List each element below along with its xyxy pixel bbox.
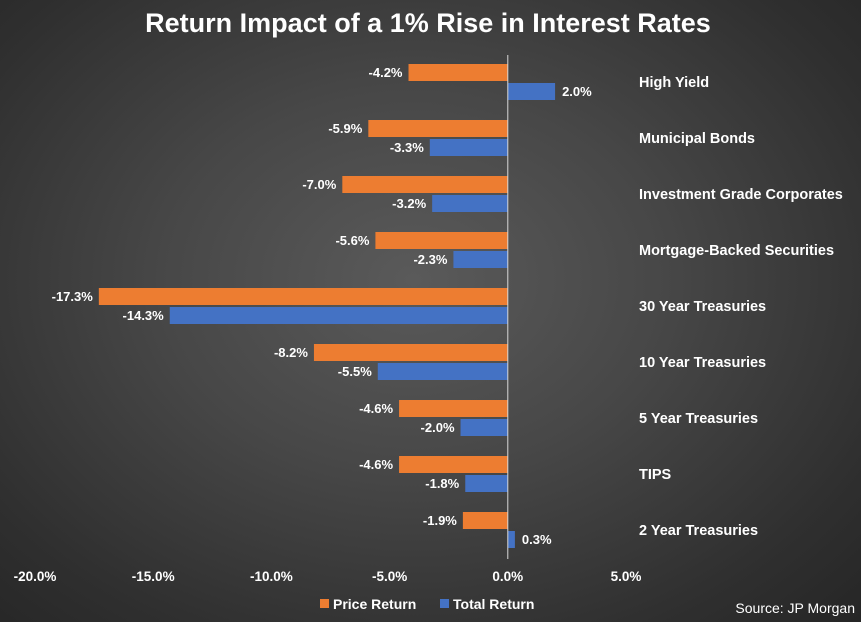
legend-swatch-price-return	[320, 599, 329, 608]
chart-title: Return Impact of a 1% Rise in Interest R…	[145, 8, 711, 38]
data-label-price-return-high-yield: -4.2%	[369, 65, 403, 80]
bars-layer	[98, 64, 556, 548]
category-label-5-year-treasuries: 5 Year Treasuries	[639, 411, 758, 427]
data-label-total-return-10-year-treasuries: -5.5%	[338, 364, 372, 379]
category-label-10-year-treasuries: 10 Year Treasuries	[639, 355, 766, 371]
data-label-price-return-mortgage-backed-securities: -5.6%	[335, 233, 369, 248]
bar-price-return-investment-grade-corporates	[342, 176, 508, 193]
data-label-price-return-30-year-treasuries: -17.3%	[52, 289, 94, 304]
category-label-tips: TIPS	[639, 467, 672, 483]
bar-price-return-10-year-treasuries	[313, 344, 508, 361]
bar-total-return-5-year-treasuries	[460, 419, 508, 436]
bar-price-return-2-year-treasuries	[462, 512, 508, 529]
data-label-total-return-mortgage-backed-securities: -2.3%	[413, 252, 447, 267]
data-label-price-return-5-year-treasuries: -4.6%	[359, 401, 393, 416]
bar-total-return-high-yield	[507, 83, 556, 100]
bar-price-return-tips	[399, 456, 508, 473]
bar-total-return-municipal-bonds	[429, 139, 508, 156]
data-label-total-return-30-year-treasuries: -14.3%	[123, 308, 165, 323]
legend-swatch-total-return	[440, 599, 449, 608]
data-label-total-return-5-year-treasuries: -2.0%	[421, 420, 455, 435]
category-labels-layer: High Yield Municipal Bonds Investment Grad…	[639, 75, 843, 539]
category-label-30-year-treasuries: 30 Year Treasuries	[639, 299, 766, 315]
bar-total-return-investment-grade-corporates	[432, 195, 508, 212]
bar-total-return-tips	[465, 475, 508, 492]
category-label-2-year-treasuries: 2 Year Treasuries	[639, 523, 758, 539]
bar-total-return-30-year-treasuries	[169, 307, 508, 324]
legend-label-price-return: Price Return	[333, 596, 416, 612]
data-label-total-return-2-year-treasuries: 0.3%	[522, 532, 552, 547]
data-label-total-return-high-yield: 2.0%	[562, 84, 592, 99]
x-tick-label-3: -5.0%	[372, 569, 407, 584]
bar-price-return-30-year-treasuries	[98, 288, 508, 305]
data-label-price-return-10-year-treasuries: -8.2%	[274, 345, 308, 360]
legend: Price Return Total Return	[320, 596, 534, 612]
source-note: Source: JP Morgan	[735, 600, 855, 616]
x-axis-ticks-layer: -20.0% -15.0% -10.0% -5.0% 0.0% 5.0%	[14, 569, 642, 584]
bar-total-return-mortgage-backed-securities	[453, 251, 508, 268]
x-tick-label-2: -10.0%	[250, 569, 293, 584]
data-label-price-return-2-year-treasuries: -1.9%	[423, 513, 457, 528]
bar-price-return-high-yield	[408, 64, 508, 81]
bar-total-return-2-year-treasuries	[507, 531, 515, 548]
data-label-price-return-tips: -4.6%	[359, 457, 393, 472]
x-tick-label-0: -20.0%	[14, 569, 57, 584]
data-labels-layer: -4.2% 2.0% -5.9% -3.3% -7.0% -3.2% -5.6% -2.3% -…	[52, 65, 593, 547]
category-label-high-yield: High Yield	[639, 75, 709, 91]
bar-price-return-5-year-treasuries	[399, 400, 508, 417]
data-label-total-return-tips: -1.8%	[425, 476, 459, 491]
category-label-municipal-bonds: Municipal Bonds	[639, 131, 755, 147]
data-label-total-return-municipal-bonds: -3.3%	[390, 140, 424, 155]
legend-label-total-return: Total Return	[453, 596, 534, 612]
category-label-mortgage-backed-securities: Mortgage-Backed Securities	[639, 243, 834, 259]
bar-price-return-mortgage-backed-securities	[375, 232, 508, 249]
x-tick-label-1: -15.0%	[132, 569, 175, 584]
bar-total-return-10-year-treasuries	[377, 363, 508, 380]
bar-price-return-municipal-bonds	[368, 120, 508, 137]
x-tick-label-4: 0.0%	[492, 569, 523, 584]
category-label-investment-grade-corporates: Investment Grade Corporates	[639, 187, 843, 203]
data-label-price-return-investment-grade-corporates: -7.0%	[302, 177, 336, 192]
data-label-total-return-investment-grade-corporates: -3.2%	[392, 196, 426, 211]
data-label-price-return-municipal-bonds: -5.9%	[328, 121, 362, 136]
x-tick-label-5: 5.0%	[611, 569, 642, 584]
